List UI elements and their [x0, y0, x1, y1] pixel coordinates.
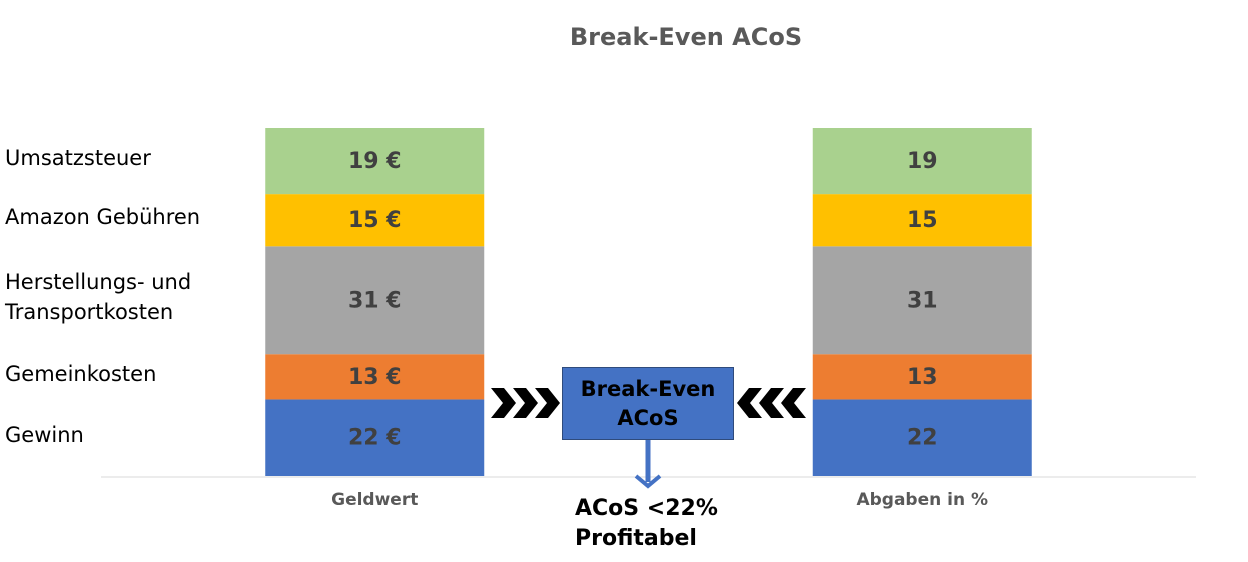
data-label: 31 [907, 288, 938, 313]
bar-segment [812, 354, 1032, 400]
break-even-box: Break-Even ACoS [562, 367, 734, 440]
legend-label: Umsatzsteuer [5, 146, 151, 171]
data-label: 15 [907, 208, 938, 233]
bar-segment [265, 399, 485, 476]
data-label: 22 € [348, 426, 402, 451]
left-chevrons [737, 388, 806, 418]
data-label: 19 [907, 149, 938, 174]
data-label: 19 € [348, 149, 402, 174]
x-tick-label: Abgaben in % [856, 490, 988, 510]
bar-segment [265, 354, 485, 400]
annotation: ACoS <22% Profitabel [575, 496, 718, 551]
data-label: 22 [907, 426, 938, 451]
bar-segment [812, 194, 1032, 247]
data-label: 31 € [348, 288, 402, 313]
bar-segment [812, 128, 1032, 195]
down-arrow [634, 440, 662, 489]
bar-segment [812, 246, 1032, 355]
bar-segment [265, 128, 485, 195]
legend-label: Herstellungs- und Transportkosten [5, 270, 192, 325]
data-label: 13 [907, 365, 938, 390]
x-tick-label: Geldwert [331, 490, 418, 510]
bar-segment [265, 194, 485, 247]
legend-label: Gewinn [5, 422, 84, 447]
bar-segment [265, 246, 485, 355]
right-chevrons [491, 388, 560, 418]
data-label: 15 € [348, 208, 402, 233]
bar-segment [812, 399, 1032, 476]
chart-title: Break-Even ACoS [570, 23, 802, 51]
legend-label: Gemeinkosten [5, 361, 157, 386]
data-label: 13 € [348, 365, 402, 390]
legend-label: Amazon Gebühren [5, 205, 201, 230]
